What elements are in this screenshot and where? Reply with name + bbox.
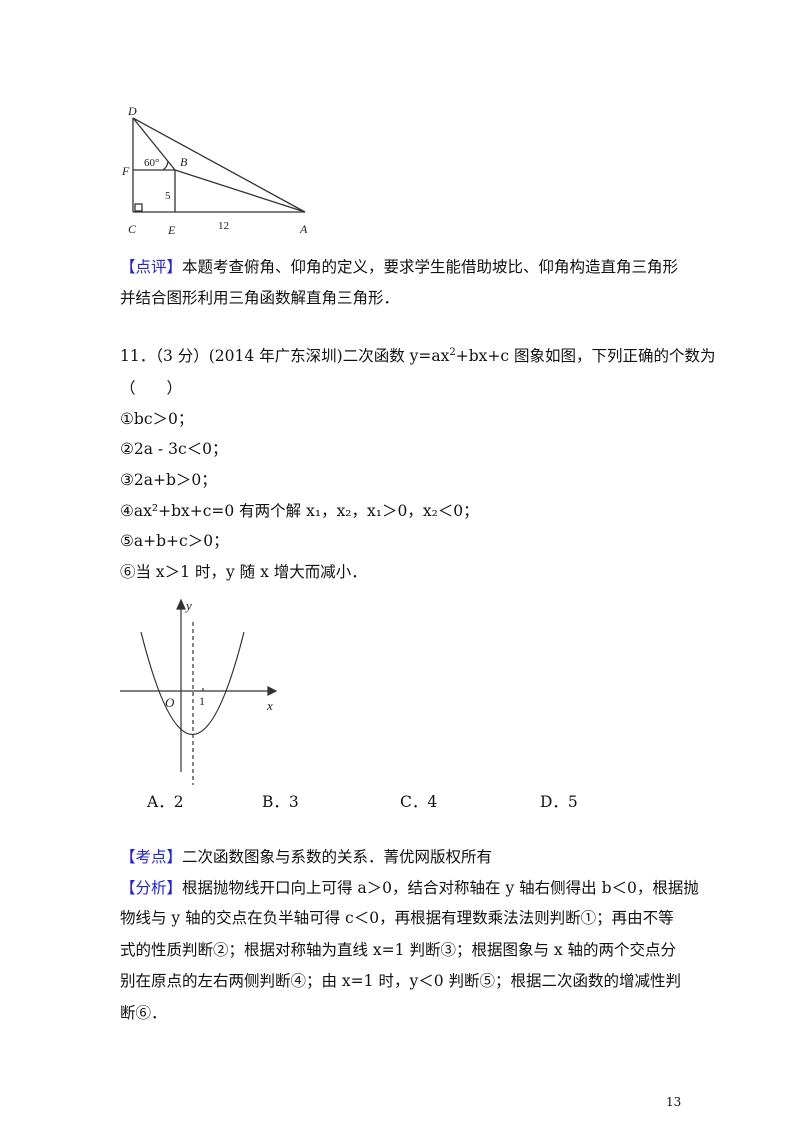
label-angle: 60°	[144, 157, 159, 169]
comment-tag: 【点评】	[120, 258, 183, 276]
stem-suffix: +bx+c 图象如图，下列正确的个数为	[455, 347, 716, 365]
label-c: C	[128, 222, 137, 236]
comment-line-2: 并结合图形利用三角函数解直角三角形．	[120, 289, 400, 307]
choice-a[interactable]: A．2	[147, 793, 184, 811]
item-6: ⑥当 x＞1 时，y 随 x 增大而减小．	[120, 563, 367, 581]
item-2: ②2a - 3c＜0；	[120, 440, 228, 458]
choice-c[interactable]: C．4	[400, 793, 438, 811]
analysis-tag: 【分析】	[120, 879, 183, 897]
analysis-line-5: 断⑥．	[120, 1004, 167, 1022]
question-stem: 11．（3 分）(2014 年广东深圳)二次函数 y=ax2+bx+c 图象如图…	[120, 346, 716, 365]
analysis-line-2: 物线与 y 轴的交点在负半轴可得 c＜0，再根据有理数乘法法则判断①；再由不等	[120, 909, 674, 927]
choice-d[interactable]: D．5	[540, 793, 578, 811]
label-one: 1	[199, 694, 205, 708]
comment-text: 本题考查俯角、仰角的定义，要求学生能借助坡比、仰角构造直角三角形	[182, 258, 679, 276]
choice-b[interactable]: B．3	[262, 793, 299, 811]
item-1: ①bc＞0；	[120, 410, 194, 428]
item-4: ④ax²+bx+c=0 有两个解 x₁，x₂，x₁＞0，x₂＜0；	[120, 502, 479, 520]
item-3: ③2a+b＞0；	[120, 471, 217, 489]
kaodian-line: 【考点】二次函数图象与系数的关系．菁优网版权所有	[120, 847, 492, 867]
label-origin: O	[165, 695, 175, 710]
label-x: x	[266, 698, 273, 713]
kaodian-text: 二次函数图象与系数的关系．菁优网版权所有	[182, 848, 493, 866]
label-y: y	[184, 598, 192, 613]
label-d: D	[127, 104, 137, 118]
stem-prefix: 11．（3 分）(2014 年广东深圳)二次函数 y=ax	[120, 347, 450, 365]
item-5: ⑤a+b+c＞0；	[120, 532, 229, 550]
analysis-line-4: 别在原点的左右两侧判断④；由 x=1 时，y＜0 判断⑤；根据二次函数的增减性判	[120, 972, 681, 990]
label-ea: 12	[218, 220, 229, 232]
triangle-figure: D F C E B A 60° 5 12	[121, 104, 308, 237]
kaodian-tag: 【考点】	[120, 848, 183, 866]
analysis-text: 根据抛物线开口向上可得 a＞0，结合对称轴在 y 轴右侧得出 b＜0，根据抛	[182, 879, 699, 897]
label-e: E	[167, 223, 176, 237]
comment-line-1: 【点评】本题考查俯角、仰角的定义，要求学生能借助坡比、仰角构造直角三角形	[120, 257, 678, 277]
label-b: B	[180, 155, 188, 169]
label-a: A	[299, 222, 308, 236]
analysis-line-3: 式的性质判断②；根据对称轴为直线 x=1 判断③；根据图象与 x 轴的两个交点分	[120, 941, 677, 959]
analysis-line-1: 【分析】根据抛物线开口向上可得 a＞0，结合对称轴在 y 轴右侧得出 b＜0，根…	[120, 878, 699, 898]
label-f: F	[121, 164, 130, 178]
label-be: 5	[165, 190, 171, 202]
parabola-figure: y x O 1	[120, 598, 278, 785]
page-number: 13	[666, 1095, 682, 1109]
answer-blank: （ ）	[120, 379, 183, 397]
